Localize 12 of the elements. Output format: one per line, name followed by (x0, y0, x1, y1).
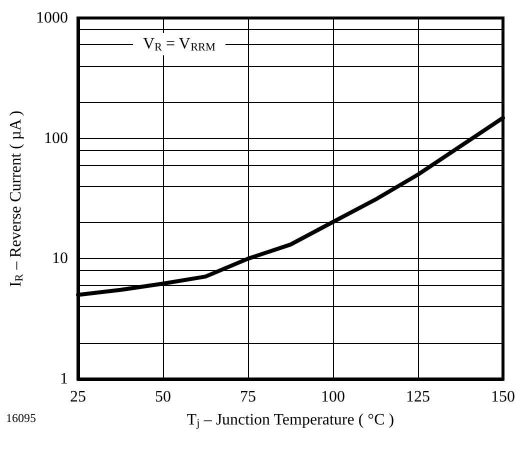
y-tick-label: 1 (60, 370, 68, 388)
x-tick-label: 150 (491, 388, 515, 406)
x-tick-label: 25 (70, 388, 86, 406)
y-tick-label: 100 (44, 130, 68, 147)
x-tick-label: 50 (155, 388, 171, 406)
text: 16095 (6, 411, 36, 425)
y-tick-label: 10 (52, 250, 68, 268)
y-tick-label: 1000 (36, 10, 68, 26)
x-tick-label: 100 (321, 388, 345, 406)
y-axis-title: IR – Reverse Current ( µA ) (8, 110, 26, 287)
x-tick-label: 125 (406, 388, 430, 406)
x-tick-label: 75 (240, 388, 256, 406)
